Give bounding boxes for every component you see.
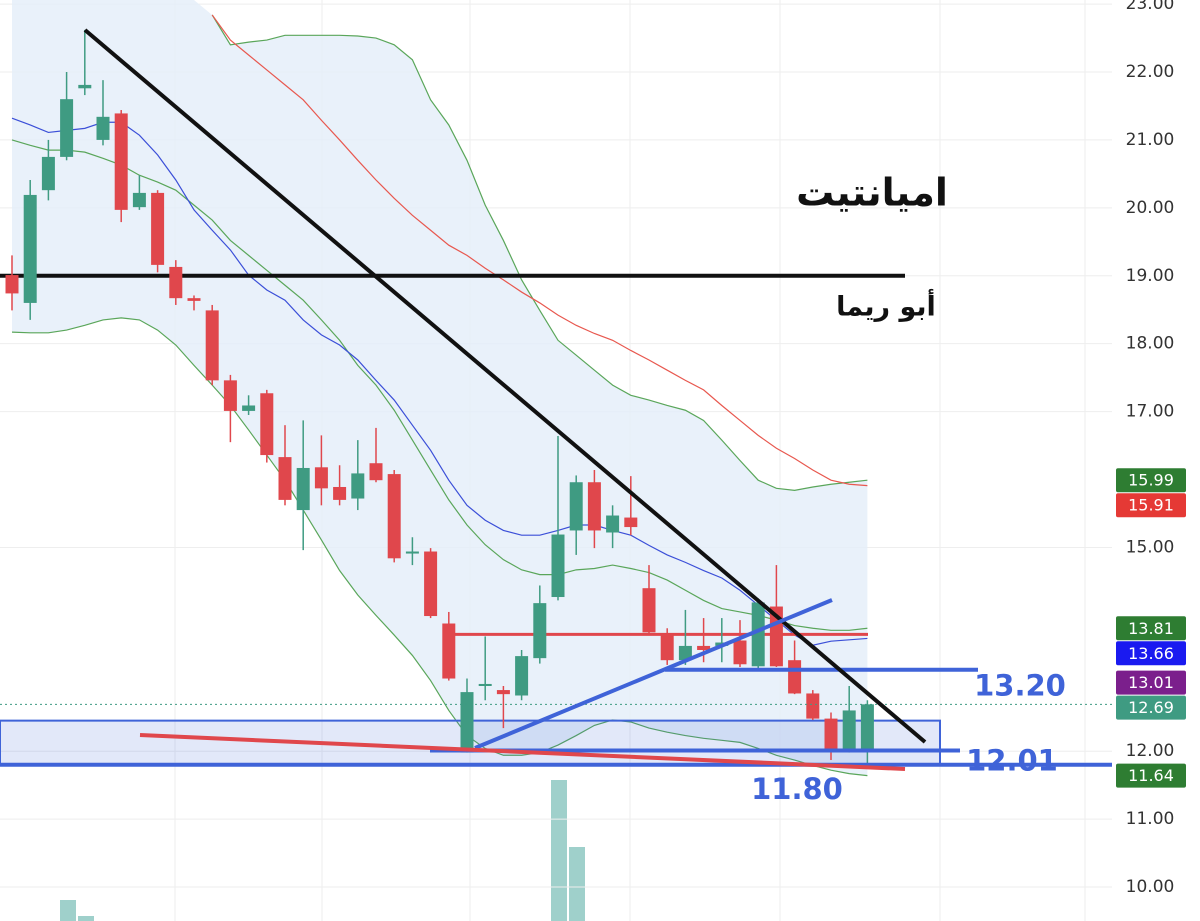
chart-subtitle: أبو ريما bbox=[836, 289, 936, 323]
candle-body bbox=[551, 534, 565, 598]
candle-body bbox=[278, 457, 292, 500]
candle-body bbox=[842, 710, 856, 752]
volume bbox=[60, 780, 585, 921]
y-tick-label: 11.00 bbox=[1126, 809, 1175, 829]
candle-body bbox=[569, 482, 583, 531]
candle-body bbox=[697, 645, 711, 650]
y-tick-label: 18.00 bbox=[1126, 334, 1175, 354]
candle-body bbox=[132, 192, 146, 208]
annotation-label: 13.20 bbox=[974, 669, 1066, 703]
volume-bar bbox=[551, 780, 567, 921]
candle-body bbox=[405, 551, 419, 554]
price-label: 15.99 bbox=[1128, 471, 1174, 490]
candle-body bbox=[333, 486, 347, 500]
candle-body bbox=[533, 603, 547, 659]
candle-body bbox=[41, 156, 55, 191]
candle-body bbox=[606, 515, 620, 533]
candle-body bbox=[678, 645, 692, 661]
trend-line bbox=[139, 733, 906, 771]
candle-body bbox=[78, 84, 92, 89]
price-label: 13.66 bbox=[1128, 644, 1174, 663]
candle-body bbox=[23, 194, 37, 303]
moving-average bbox=[211, 14, 868, 487]
volume-bar bbox=[569, 847, 585, 921]
candle-body bbox=[806, 693, 820, 719]
price-label: 12.69 bbox=[1128, 698, 1174, 717]
price-label: 13.81 bbox=[1128, 619, 1174, 638]
price-label: 13.01 bbox=[1128, 673, 1174, 692]
y-tick-label: 15.00 bbox=[1126, 537, 1175, 557]
candle-body bbox=[205, 310, 219, 381]
candle-body bbox=[788, 660, 802, 694]
volume-bar bbox=[78, 916, 94, 921]
annotation-label: 11.80 bbox=[751, 772, 843, 806]
candle-body bbox=[824, 718, 838, 751]
y-tick-label: 23.00 bbox=[1126, 0, 1175, 14]
chart-title: اميانتيت bbox=[796, 171, 948, 215]
annotation-label: 12.01 bbox=[966, 744, 1058, 778]
y-tick-label: 12.00 bbox=[1126, 741, 1175, 761]
price-label-box bbox=[1116, 493, 1186, 518]
candle-body bbox=[151, 192, 165, 265]
price-label-box bbox=[1116, 695, 1186, 720]
candle-body bbox=[442, 623, 456, 679]
price-label-box bbox=[1116, 468, 1186, 493]
candle-body bbox=[169, 266, 183, 299]
candle-body bbox=[587, 482, 601, 531]
candle-body bbox=[478, 683, 492, 686]
candle-body bbox=[314, 467, 328, 489]
candle-body bbox=[860, 704, 874, 752]
candle-body bbox=[387, 474, 401, 559]
candle-body bbox=[114, 113, 128, 210]
trend-lines bbox=[83, 28, 927, 771]
candle-body bbox=[96, 116, 110, 140]
candle-body bbox=[624, 517, 638, 528]
trend-line bbox=[83, 28, 927, 744]
y-tick-label: 20.00 bbox=[1126, 198, 1175, 218]
price-label-box bbox=[1116, 641, 1186, 666]
candle-body bbox=[60, 99, 74, 157]
candle-body bbox=[660, 633, 674, 661]
price-label-box bbox=[1116, 616, 1186, 641]
y-tick-label: 10.00 bbox=[1126, 877, 1175, 897]
candle-body bbox=[296, 467, 310, 511]
candle-body bbox=[751, 602, 765, 667]
y-tick-label: 19.00 bbox=[1126, 266, 1175, 286]
band-upper bbox=[211, 14, 868, 491]
band-lower bbox=[11, 317, 868, 777]
candle-body bbox=[369, 463, 383, 481]
price-label: 15.91 bbox=[1128, 496, 1174, 515]
price-label-box bbox=[1116, 670, 1186, 695]
price-label-box bbox=[1116, 763, 1186, 788]
moving-average bbox=[11, 139, 868, 631]
candle-body bbox=[424, 551, 438, 617]
price-label: 11.64 bbox=[1128, 766, 1174, 785]
y-tick-label: 17.00 bbox=[1126, 402, 1175, 422]
candle-body bbox=[260, 393, 274, 456]
candle-body bbox=[5, 275, 19, 294]
y-tick-label: 22.00 bbox=[1126, 62, 1175, 82]
plot bbox=[0, 0, 1112, 888]
candle-body bbox=[460, 692, 474, 753]
volume-bar bbox=[60, 900, 76, 921]
candle-body bbox=[187, 298, 201, 301]
trend-line bbox=[474, 598, 833, 750]
candle-body bbox=[496, 690, 510, 695]
candle-body bbox=[223, 380, 237, 411]
candle-body bbox=[242, 405, 256, 411]
band-fill bbox=[12, 0, 868, 776]
candle-body bbox=[642, 588, 656, 633]
candle-body bbox=[733, 640, 747, 665]
y-tick-label: 21.00 bbox=[1126, 130, 1175, 150]
candle-body bbox=[515, 656, 529, 696]
moving-average bbox=[11, 117, 868, 646]
candle-body bbox=[351, 473, 365, 499]
